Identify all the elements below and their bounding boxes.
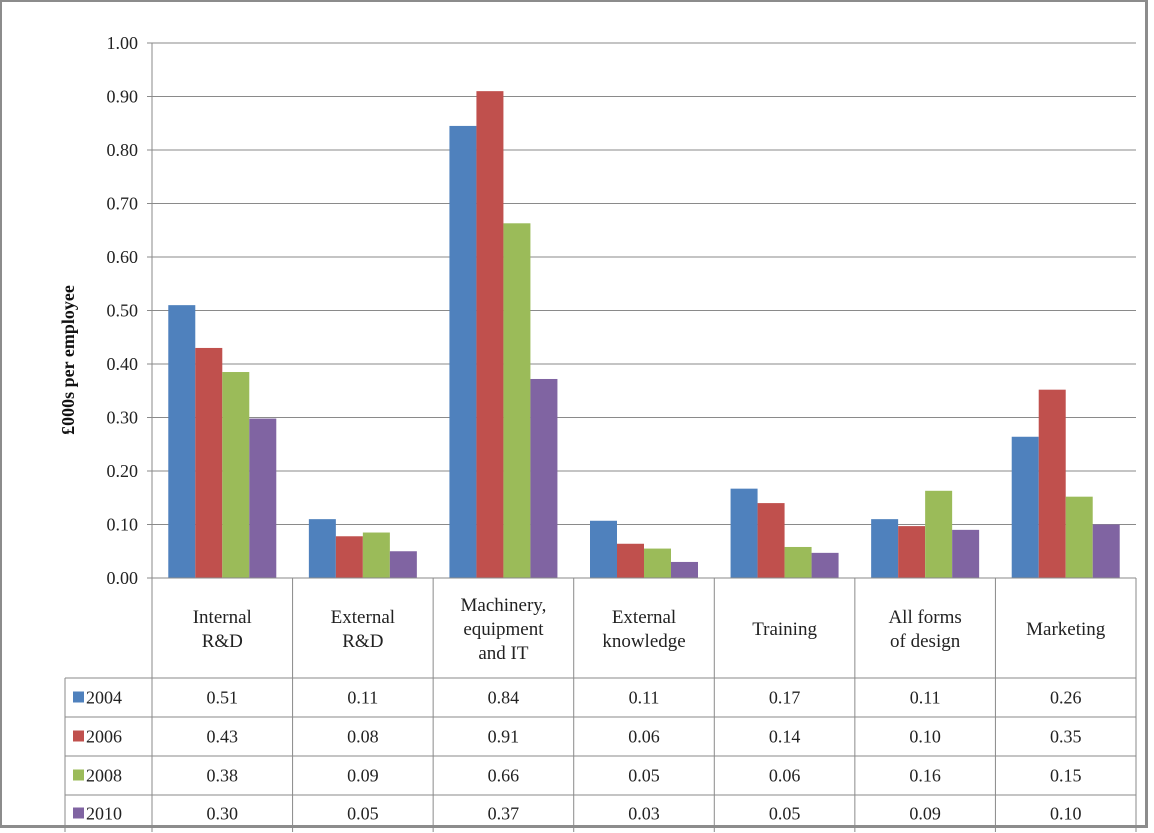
legend-swatch-2004 <box>73 691 84 703</box>
bar-2004 <box>590 520 617 578</box>
data-label: 0.05 <box>347 804 379 824</box>
y-tick-label: 0.00 <box>107 568 139 588</box>
bar-2010 <box>249 418 277 578</box>
category-label: of design <box>890 631 961 652</box>
bar-2010 <box>952 529 980 578</box>
legend-swatch-2008 <box>73 769 84 781</box>
legend-label: 2010 <box>86 804 122 824</box>
bar-2010 <box>811 552 839 578</box>
bar-2008 <box>784 546 812 578</box>
bar-2004 <box>168 305 196 578</box>
y-tick-label: 0.80 <box>107 140 139 160</box>
data-label: 0.15 <box>1050 766 1082 786</box>
category-label: All forms <box>888 607 961 628</box>
y-tick-label: 0.10 <box>107 515 139 535</box>
bar-2006 <box>898 526 926 578</box>
y-tick-label: 1.00 <box>107 33 139 53</box>
data-label: 0.11 <box>629 688 660 708</box>
gridlines <box>152 42 1136 525</box>
data-table: Internal R&D External R&D Machinery, equipmen… <box>64 577 1137 832</box>
data-label: 0.03 <box>628 804 660 824</box>
y-axis-label: £000s per employee <box>58 285 78 435</box>
bar-2006 <box>335 536 363 578</box>
bar-2004 <box>1011 436 1039 578</box>
category-label: R&D <box>342 631 383 652</box>
legend-label: 2004 <box>86 688 122 708</box>
data-label: 0.10 <box>909 727 941 747</box>
y-tick-label: 0.20 <box>107 461 139 481</box>
y-axis: 0.00 0.10 0.20 0.30 0.40 0.50 0.60 0.70 0.80 0.90… <box>107 33 153 588</box>
bar-2010 <box>1092 524 1120 578</box>
category-label: Training <box>752 619 817 640</box>
data-label: 0.06 <box>769 766 801 786</box>
bar-2006 <box>476 91 504 579</box>
bar-2006 <box>1038 389 1066 578</box>
bar-2008 <box>503 223 531 579</box>
bar-2004 <box>730 488 758 578</box>
data-label: 0.35 <box>1050 727 1082 747</box>
data-label: 0.11 <box>347 688 378 708</box>
y-tick-label: 0.60 <box>107 247 139 267</box>
bars <box>168 91 1120 579</box>
data-label: 0.05 <box>628 766 660 786</box>
bar-2008 <box>1065 496 1093 578</box>
category-label: Marketing <box>1026 619 1106 640</box>
data-label: 0.66 <box>488 766 520 786</box>
category-label: External <box>612 607 676 628</box>
data-label: 0.05 <box>769 804 801 824</box>
data-label: 0.09 <box>909 804 941 824</box>
category-label: and IT <box>478 643 529 664</box>
bar-2006 <box>757 503 785 578</box>
y-tick-label: 0.50 <box>107 301 139 321</box>
data-label: 0.10 <box>1050 804 1082 824</box>
data-label: 0.26 <box>1050 688 1082 708</box>
bar-2006 <box>617 543 644 578</box>
category-label: R&D <box>202 631 243 652</box>
data-label: 0.43 <box>207 727 239 747</box>
data-label: 0.30 <box>207 804 239 824</box>
y-tick-label: 0.90 <box>107 87 139 107</box>
legend-swatch-2010 <box>73 807 84 819</box>
y-tick-label: 0.30 <box>107 408 139 428</box>
legend-label: 2006 <box>86 727 122 747</box>
y-tick-label: 0.40 <box>107 354 139 374</box>
data-label: 0.37 <box>488 804 520 824</box>
data-label: 0.11 <box>910 688 941 708</box>
data-label: 0.84 <box>488 688 520 708</box>
data-label: 0.91 <box>488 727 520 747</box>
bar-2004 <box>308 519 336 578</box>
data-label: 0.09 <box>347 766 379 786</box>
data-label: 0.17 <box>769 688 801 708</box>
legend-label: 2008 <box>86 766 122 786</box>
data-label: 0.06 <box>628 727 660 747</box>
data-label: 0.08 <box>347 727 379 747</box>
bar-2004 <box>449 125 477 579</box>
bar-2008 <box>362 532 390 578</box>
bar-2004 <box>871 519 899 578</box>
category-label: Machinery, <box>461 595 547 616</box>
data-label: 0.16 <box>909 766 941 786</box>
category-label: equipment <box>463 619 544 640</box>
category-label: knowledge <box>602 631 685 652</box>
data-label: 0.51 <box>207 688 239 708</box>
bar-2010 <box>389 551 417 578</box>
category-label: Internal <box>193 607 252 628</box>
category-label: External <box>331 607 395 628</box>
bar-2010 <box>530 378 558 578</box>
bar-2008 <box>644 548 671 578</box>
data-label: 0.38 <box>207 766 239 786</box>
bar-2008 <box>925 490 953 578</box>
bar-2010 <box>671 561 698 578</box>
data-label: 0.14 <box>769 727 801 747</box>
bar-2008 <box>222 372 250 578</box>
bar-2006 <box>195 347 223 578</box>
legend-swatch-2006 <box>73 730 84 742</box>
y-tick-label: 0.70 <box>107 194 139 214</box>
